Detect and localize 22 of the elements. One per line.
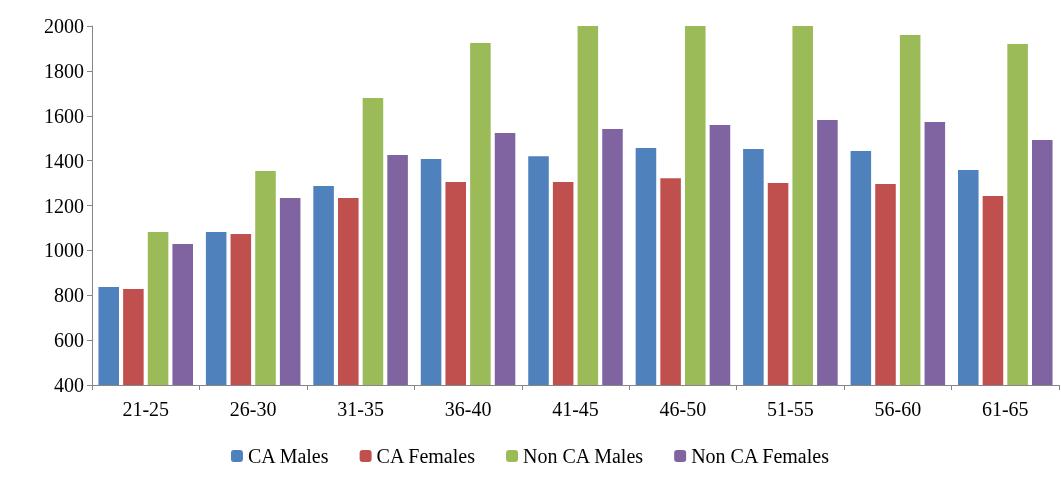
y-tick-label: 1800 <box>44 59 84 82</box>
legend-label: Non CA Females <box>691 445 830 467</box>
x-tick-label: 51-55 <box>767 398 814 420</box>
x-tick-label: 21-25 <box>122 398 170 420</box>
y-tick-label: 600 <box>54 329 84 352</box>
y-tick-label: 1000 <box>44 239 84 262</box>
x-tick-label: 31-35 <box>337 398 384 420</box>
legend-label: Non CA Males <box>523 445 644 467</box>
x-tick-label: 46-50 <box>659 398 707 420</box>
y-tick-label: 1400 <box>44 149 84 172</box>
x-tick-label: 61-65 <box>981 398 1029 420</box>
x-tick-label: 36-40 <box>444 398 492 420</box>
y-tick-label: 2000 <box>44 15 84 37</box>
y-tick-label: 400 <box>54 374 84 396</box>
x-tick-label: 56-60 <box>874 398 922 420</box>
y-tick-label: 800 <box>54 284 84 307</box>
y-tick-label: 1600 <box>44 104 84 127</box>
x-tick-label: 26-30 <box>229 398 277 420</box>
x-tick-label: 41-45 <box>552 398 599 420</box>
legend-label: CA Males <box>247 445 329 467</box>
y-tick-label: 1200 <box>44 194 84 217</box>
legend-label: CA Females <box>376 445 476 467</box>
